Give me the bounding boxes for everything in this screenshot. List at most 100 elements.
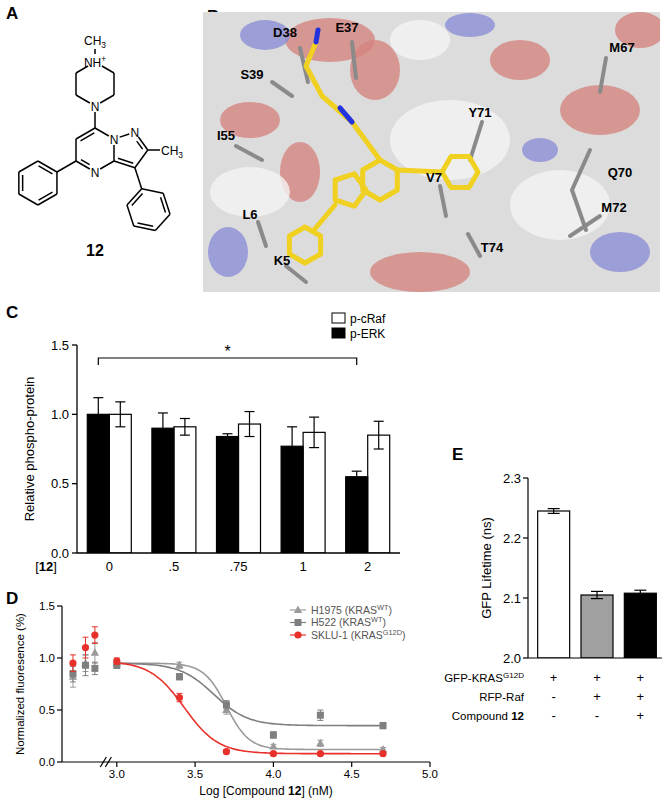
legend-marker: [294, 606, 302, 614]
error-cap: [634, 596, 646, 597]
bars: [87, 398, 389, 553]
error-bar: [352, 471, 362, 482]
fit-curve: [117, 663, 383, 754]
bond: [135, 150, 148, 168]
condition-cell: -: [595, 708, 599, 723]
panel-label: A: [6, 4, 18, 23]
y-axis: [527, 478, 528, 658]
surface-patch: [445, 13, 495, 37]
surface-patch: [522, 138, 558, 162]
y-axis-label: Normalized fluoresence (%): [14, 613, 26, 755]
bond: [113, 73, 115, 95]
data-point: [69, 670, 76, 677]
error-cap: [180, 435, 190, 436]
fit-curve: [117, 663, 383, 725]
data-point: [316, 739, 324, 747]
error-bar: [158, 413, 168, 444]
condition-cell: -: [551, 689, 555, 704]
residue-stick: [258, 222, 266, 246]
error-bar: [115, 402, 125, 427]
bond: [155, 214, 170, 230]
data-point: [91, 648, 99, 656]
bond: [100, 161, 114, 169]
condition-cell: +: [593, 670, 601, 685]
bond: [148, 149, 160, 151]
ligand-bond: [306, 42, 380, 160]
condition-cell: +: [550, 670, 558, 685]
residue-stick: [272, 82, 292, 96]
y-axis-label: Relative phospho-protein: [22, 377, 37, 522]
residue-label: Y71: [468, 105, 491, 120]
data-point: [270, 731, 277, 738]
error-line: [640, 590, 641, 596]
error-line: [249, 412, 250, 437]
error-line: [596, 591, 597, 598]
error-bar: [92, 662, 98, 674]
x-tick: [195, 762, 196, 767]
y-tick: [57, 605, 62, 606]
bond: [94, 49, 96, 54]
error-cap: [70, 687, 76, 688]
y-tick-label: 1.5: [51, 338, 69, 353]
error-cap: [70, 671, 76, 672]
data-point: [269, 742, 277, 750]
error-bar: [176, 674, 182, 680]
error-cap: [82, 637, 88, 638]
residue-stick: [468, 234, 480, 256]
data-point: [223, 701, 230, 708]
error-cap: [287, 465, 297, 466]
legend-swatch: [332, 313, 345, 323]
y-tick: [523, 657, 528, 658]
x-tick-label: 4.0: [265, 768, 281, 780]
atom-label: N: [131, 126, 140, 140]
residue-stick: [600, 58, 606, 92]
compound-label: 12: [86, 242, 104, 259]
y-tick-label: 2.2: [503, 531, 521, 546]
y-tick-label: 1.5: [39, 600, 55, 612]
error-cap: [548, 513, 560, 514]
error-bar: [114, 658, 120, 664]
data-point: [91, 632, 98, 639]
error-bar: [223, 434, 233, 440]
error-cap: [93, 397, 103, 398]
error-bar: [82, 637, 88, 658]
y-tick-label: 2.3: [503, 471, 521, 486]
error-bar: [374, 421, 384, 449]
error-cap: [223, 700, 229, 701]
residue-label: I55: [217, 128, 235, 143]
panel-label: D: [6, 589, 18, 608]
error-bar: [317, 710, 323, 720]
bond: [113, 145, 115, 161]
error-cap: [93, 430, 103, 431]
bars: [538, 509, 657, 658]
error-cap: [317, 720, 323, 721]
error-line: [292, 427, 293, 466]
error-bar: [82, 655, 88, 676]
error-bar: [380, 722, 386, 728]
x-tick-label: 1: [299, 559, 306, 574]
error-cap: [223, 714, 229, 715]
surface-patch: [390, 20, 450, 60]
bond: [76, 95, 90, 103]
bar: [368, 435, 390, 553]
bar: [303, 432, 325, 553]
y-axis-label: GFP Lifetime (ns): [479, 517, 494, 619]
legend-swatch: [332, 328, 345, 338]
condition-label: GFP-KRASG12D: [444, 671, 524, 684]
error-cap: [82, 658, 88, 659]
y-tick: [523, 477, 528, 478]
data-point: [176, 694, 183, 701]
error-line: [162, 413, 163, 444]
error-bar: [270, 732, 276, 738]
bond: [56, 172, 58, 194]
residue-label: T74: [481, 240, 504, 255]
atom-label: N: [91, 100, 100, 114]
bond: [102, 66, 114, 73]
error-line: [184, 418, 185, 435]
significance-label: *: [224, 343, 230, 360]
error-cap: [176, 701, 182, 702]
y-tick-label: 0.5: [39, 704, 55, 716]
atom-label: N: [110, 133, 119, 147]
residue-stick: [470, 122, 482, 160]
x-tick-label: 3.0: [109, 768, 125, 780]
